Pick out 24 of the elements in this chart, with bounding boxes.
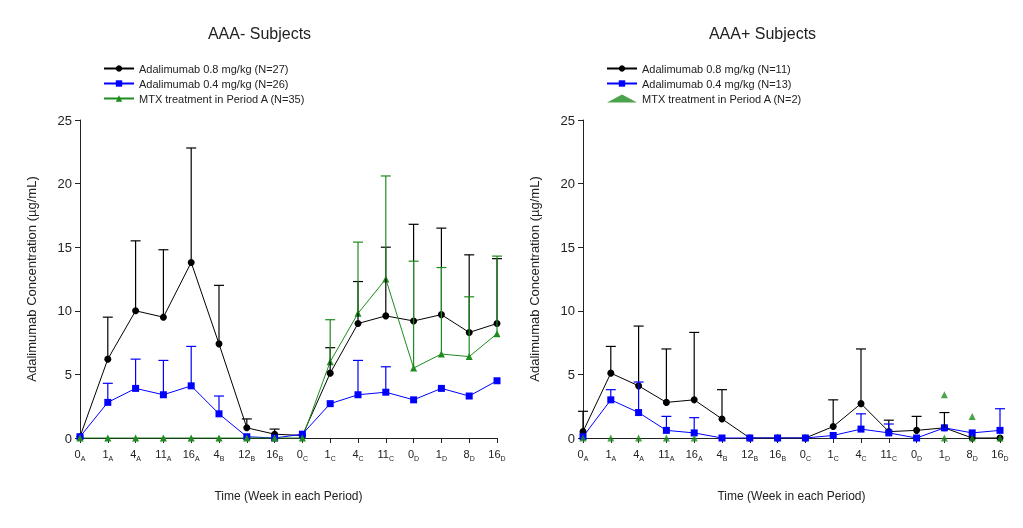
x-axis-title: Time (Week in each Period)	[717, 489, 866, 503]
y-tick-label: 10	[57, 303, 72, 319]
y-axis-title: Adalimumab Concentration (µg/mL)	[24, 176, 39, 382]
y-tick-label: 25	[560, 112, 575, 128]
y-tick-label: 20	[57, 176, 72, 192]
chart-title: AAA- Subjects	[207, 24, 312, 42]
legend-label: Adalimumab 0.8 mg/kg (N=27)	[139, 62, 289, 75]
y-tick-label: 25	[57, 112, 72, 128]
legend-label: MTX treatment in Period A (N=35)	[139, 92, 305, 105]
y-tick-label: 5	[64, 366, 72, 382]
y-tick-label: 0	[64, 430, 72, 446]
chart-title: AAA+ Subjects	[708, 24, 817, 42]
y-tick-label: 5	[567, 366, 575, 382]
y-tick-label: 10	[560, 303, 575, 319]
legend-label: Adalimumab 0.4 mg/kg (N=13)	[642, 77, 792, 90]
legend-label: Adalimumab 0.8 mg/kg (N=11)	[642, 62, 791, 75]
legend-label: MTX treatment in Period A (N=2)	[642, 92, 802, 105]
x-axis-title: Time (Week in each Period)	[214, 489, 363, 503]
y-tick-label: 20	[560, 176, 575, 192]
y-tick-label: 0	[567, 430, 575, 446]
legend-label: Adalimumab 0.4 mg/kg (N=26)	[139, 77, 289, 90]
y-tick-label: 15	[560, 239, 575, 255]
y-axis-title: Adalimumab Concentration (µg/mL)	[527, 176, 542, 382]
y-tick-label: 15	[57, 239, 72, 255]
